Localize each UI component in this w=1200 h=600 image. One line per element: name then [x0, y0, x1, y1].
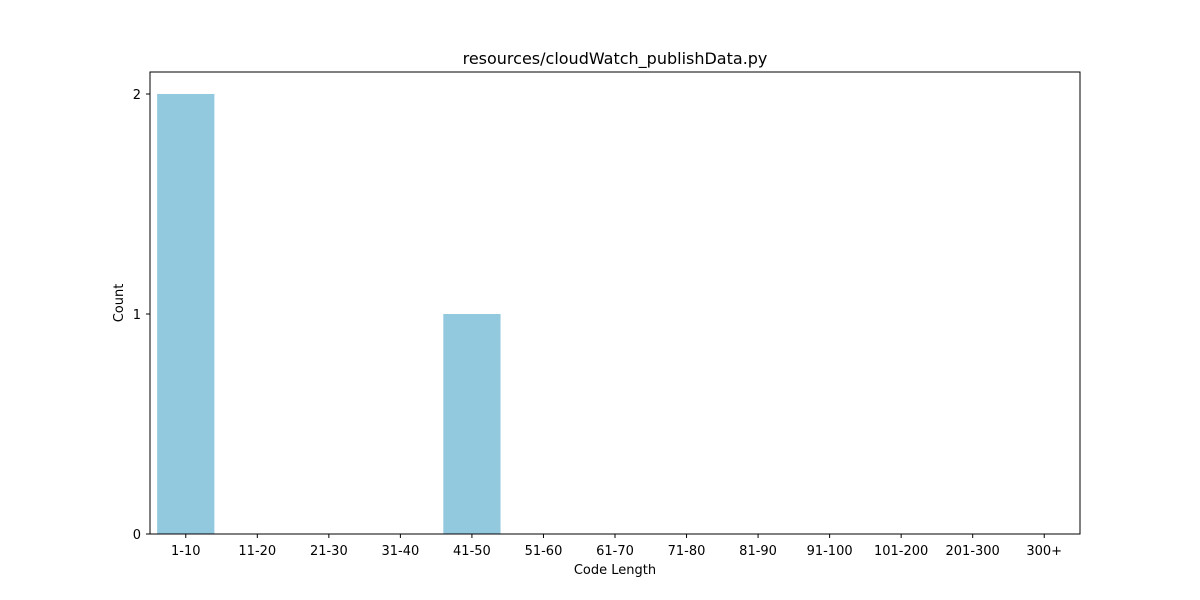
x-tick-label: 81-90: [739, 544, 777, 559]
x-tick-label: 51-60: [525, 544, 563, 559]
x-tick-label: 41-50: [453, 544, 491, 559]
x-tick-label: 11-20: [238, 544, 276, 559]
y-axis: 0 1 2: [133, 88, 150, 543]
x-tick-label: 1-10: [171, 544, 201, 559]
x-axis: 1-10 11-20 21-30 31-40 41-50 51-60 61-70 71-80 8…: [171, 534, 1062, 559]
x-axis-label: Code Length: [574, 563, 656, 578]
x-tick-label: 101-200: [874, 544, 928, 559]
x-tick-label: 61-70: [596, 544, 634, 559]
bars-group: [157, 94, 501, 534]
y-axis-label: Count: [112, 284, 127, 323]
x-tick-label: 300+: [1026, 544, 1062, 559]
x-tick-label: 201-300: [946, 544, 1000, 559]
y-tick-label: 1: [133, 308, 141, 323]
x-tick-label: 91-100: [807, 544, 853, 559]
chart-title: resources/cloudWatch_publishData.py: [463, 49, 768, 69]
bar-41-50: [443, 314, 501, 534]
x-tick-label: 71-80: [668, 544, 706, 559]
x-tick-label: 31-40: [381, 544, 419, 559]
y-tick-label: 2: [133, 88, 141, 103]
y-tick-label: 0: [133, 528, 141, 543]
x-tick-label: 21-30: [310, 544, 348, 559]
bar-1-10: [157, 94, 215, 534]
